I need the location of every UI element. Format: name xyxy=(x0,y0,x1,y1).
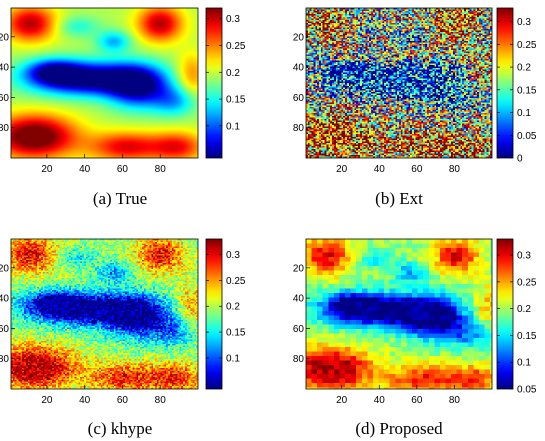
y-tick-label: 40 xyxy=(293,63,305,74)
colorbar-tick-label: 0.3 xyxy=(226,14,240,25)
heatmap-panel-khype: 20 40 60 80 20 40 60 80 0.3 0.25 0.2 0.15 0.1 (c) khy… xyxy=(0,238,246,438)
y-tick-label: 60 xyxy=(0,93,9,104)
colorbar xyxy=(496,238,514,390)
y-tick-label: 80 xyxy=(0,123,9,134)
x-tick-label: 80 xyxy=(155,164,167,175)
x-tick-label: 60 xyxy=(411,164,423,175)
y-tick-label: 60 xyxy=(293,93,305,104)
y-tick-label: 40 xyxy=(293,294,305,305)
x-tick-label: 40 xyxy=(79,164,91,175)
colorbar-tick-label: 0.1 xyxy=(226,121,240,132)
heatmap-panel-true: 20 40 60 80 20 40 60 80 0.3 0.25 0.2 0.15 0.1 (a) Tru… xyxy=(0,7,246,208)
heatmap-image xyxy=(306,8,492,158)
x-tick-label: 80 xyxy=(155,395,167,406)
y-tick-label: 20 xyxy=(293,32,305,43)
panel-caption: (b) Ext xyxy=(375,189,423,208)
colorbar-tick-label: 0 xyxy=(517,154,523,165)
colorbar-tick-label: 0.25 xyxy=(226,41,246,52)
y-tick-label: 80 xyxy=(293,354,305,365)
colorbar-tick-label: 0.15 xyxy=(517,85,537,96)
y-tick-label: 60 xyxy=(0,324,9,335)
colorbar-tick-label: 0.25 xyxy=(517,277,537,288)
colorbar-tick-label: 0.3 xyxy=(517,251,531,262)
x-tick-label: 80 xyxy=(449,164,461,175)
colorbar-tick-label: 0.25 xyxy=(517,40,537,51)
x-tick-label: 40 xyxy=(79,395,91,406)
x-tick-label: 20 xyxy=(41,164,53,175)
x-tick-label: 20 xyxy=(41,395,53,406)
panel-caption: (c) khype xyxy=(88,419,153,438)
x-tick-label: 20 xyxy=(336,164,348,175)
plot-frame xyxy=(10,238,199,390)
heatmap-panel-proposed: 20 40 60 80 20 40 60 80 0.3 0.25 0.2 0.15 0.1 0.05 (d)… xyxy=(293,238,537,438)
colorbar-tick-label: 0.15 xyxy=(226,328,246,339)
x-tick-label: 80 xyxy=(449,395,461,406)
colorbar xyxy=(205,7,223,159)
x-tick-label: 40 xyxy=(374,395,386,406)
y-tick-label: 40 xyxy=(0,63,9,74)
y-tick-label: 80 xyxy=(0,354,9,365)
panel-caption: (d) Proposed xyxy=(355,419,443,438)
colorbar-tick-label: 0.2 xyxy=(517,63,531,74)
x-tick-label: 60 xyxy=(117,395,129,406)
colorbar-tick-label: 0.15 xyxy=(226,95,246,106)
heatmap-image xyxy=(306,239,492,389)
colorbar-tick-label: 0.05 xyxy=(517,385,537,396)
plot-frame xyxy=(10,7,199,159)
colorbar-tick-label: 0.15 xyxy=(517,331,537,342)
colorbar-tick-label: 0.05 xyxy=(517,131,537,142)
colorbar-tick-label: 0.2 xyxy=(517,304,531,315)
y-tick-label: 20 xyxy=(293,263,305,274)
colorbar-tick-label: 0.1 xyxy=(517,108,531,119)
y-tick-label: 20 xyxy=(0,32,9,43)
colorbar-tick-label: 0.1 xyxy=(226,353,240,364)
colorbar-tick-label: 0.25 xyxy=(226,276,246,287)
colorbar xyxy=(496,7,514,159)
y-tick-label: 40 xyxy=(0,294,9,305)
plot-frame xyxy=(305,7,493,159)
plot-frame xyxy=(305,238,493,390)
y-tick-label: 80 xyxy=(293,123,305,134)
colorbar xyxy=(205,238,223,390)
heatmap-image xyxy=(11,8,198,158)
y-tick-label: 20 xyxy=(0,263,9,274)
heatmap-image xyxy=(11,239,198,389)
x-tick-label: 60 xyxy=(411,395,423,406)
colorbar-tick-label: 0.2 xyxy=(226,302,240,313)
heatmap-panel-ext: 20 40 60 80 20 40 60 80 0.3 0.25 0.2 0.15 0.1 0.05 0 (b… xyxy=(293,7,537,208)
colorbar-tick-label: 0.2 xyxy=(226,68,240,79)
colorbar-tick-label: 0.3 xyxy=(226,250,240,261)
colorbar-tick-label: 0.1 xyxy=(517,358,531,369)
x-tick-label: 20 xyxy=(336,395,348,406)
y-tick-label: 60 xyxy=(293,324,305,335)
colorbar-tick-label: 0.3 xyxy=(517,17,531,28)
x-tick-label: 60 xyxy=(117,164,129,175)
x-tick-label: 40 xyxy=(374,164,386,175)
panel-caption: (a) True xyxy=(93,189,147,208)
